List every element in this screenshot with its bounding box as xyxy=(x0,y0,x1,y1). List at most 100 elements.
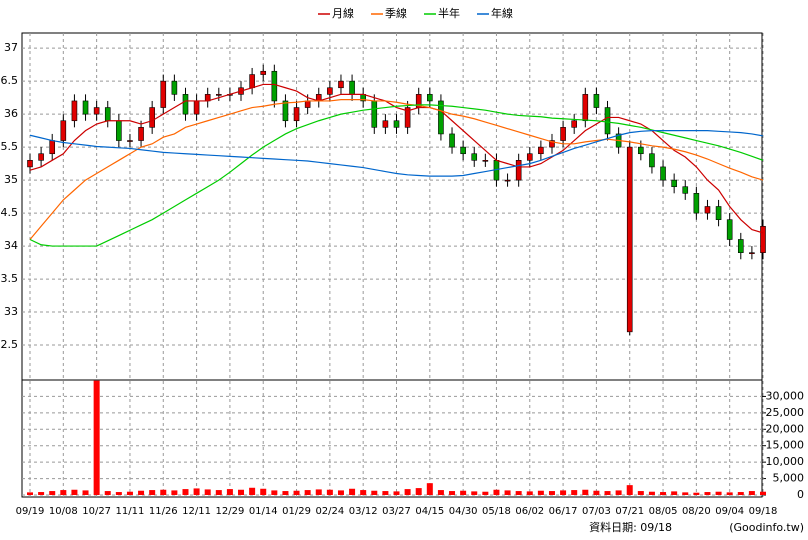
volume-bar xyxy=(349,488,356,495)
candle-body xyxy=(193,100,200,115)
volume-bar xyxy=(604,491,611,495)
x-tick-label: 05/18 xyxy=(482,506,511,517)
candle xyxy=(749,246,755,260)
candle xyxy=(737,232,744,260)
y-tick-label: 33 xyxy=(4,305,18,318)
candle xyxy=(182,87,189,121)
candle xyxy=(682,180,689,200)
candle xyxy=(460,140,466,161)
volume-bar xyxy=(49,491,56,495)
candle xyxy=(427,87,433,108)
volume-bar xyxy=(615,490,622,495)
candle xyxy=(127,133,133,148)
candle-body xyxy=(760,225,766,253)
volume-bar xyxy=(415,488,422,495)
candle xyxy=(160,74,167,115)
y2-tick-label: 10,000 xyxy=(766,455,805,468)
volume-bar xyxy=(482,491,489,495)
volume-bar xyxy=(226,489,233,495)
volume-bar xyxy=(249,487,256,495)
candle xyxy=(471,147,478,167)
y-tick-label: 35 xyxy=(4,173,18,186)
volume-bar xyxy=(748,491,755,495)
volume-bar xyxy=(60,490,67,495)
x-tick-label: 08/20 xyxy=(682,506,711,517)
candle xyxy=(660,160,666,187)
volume-bar xyxy=(471,491,478,495)
volume-bar xyxy=(382,491,389,495)
volume-bar xyxy=(204,489,211,495)
candle-body xyxy=(149,107,155,128)
volume-bar xyxy=(260,488,267,495)
candle-body xyxy=(349,80,355,95)
candle-body xyxy=(582,94,589,122)
candle-body xyxy=(82,100,89,115)
candle-body xyxy=(249,74,255,89)
candle xyxy=(71,94,78,128)
candle-body xyxy=(382,120,389,128)
x-tick-label: 01/14 xyxy=(249,506,278,517)
candle xyxy=(260,64,267,82)
candle xyxy=(338,74,344,95)
volume-bar xyxy=(293,490,300,495)
ma-line xyxy=(29,83,764,234)
candle-body xyxy=(304,100,311,108)
y-tick-label: 5.5 xyxy=(1,140,19,153)
candle xyxy=(515,153,522,187)
candle-body xyxy=(704,206,711,214)
candle-body xyxy=(560,127,566,141)
volume-bar xyxy=(637,491,644,495)
candle xyxy=(504,173,511,187)
candle-body xyxy=(660,166,666,181)
volume-bar xyxy=(71,489,78,495)
candle-body xyxy=(471,153,478,161)
candle xyxy=(760,219,766,260)
x-tick-label: 09/04 xyxy=(715,506,744,517)
y-tick-label: 3.5 xyxy=(1,272,19,285)
volume-bar xyxy=(326,489,333,495)
candle-body xyxy=(71,100,78,122)
volume-bar xyxy=(504,490,511,495)
candle-body xyxy=(638,146,644,155)
x-tick-label: 03/12 xyxy=(349,506,378,517)
y-tick-label: 2.5 xyxy=(1,338,19,351)
candle-body xyxy=(216,94,222,96)
volume-bar xyxy=(271,490,278,495)
volume-bar xyxy=(726,492,733,495)
candle xyxy=(560,120,566,148)
candle-body xyxy=(38,153,44,161)
ma-line xyxy=(29,104,764,247)
candle-body xyxy=(715,206,722,220)
candle-body xyxy=(27,160,33,168)
volume-bar xyxy=(715,491,722,495)
x-tick-label: 03/27 xyxy=(382,506,411,517)
candle-body xyxy=(338,80,344,89)
volume-bar xyxy=(760,491,766,495)
candle xyxy=(671,173,677,194)
legend-label: 月線 xyxy=(332,6,354,20)
candle xyxy=(704,199,711,220)
y2-tick-label: 25,000 xyxy=(766,406,805,419)
plot-frame xyxy=(21,32,763,498)
volume-bar xyxy=(182,489,189,495)
volume-bar xyxy=(238,489,245,495)
candle-body xyxy=(671,179,677,188)
volume-bar xyxy=(526,491,533,495)
candle-body xyxy=(404,107,411,128)
candle-body xyxy=(538,146,544,155)
x-tick-label: 04/30 xyxy=(449,506,478,517)
volume-bar xyxy=(115,492,122,495)
legend-label: 季線 xyxy=(385,6,407,20)
volume-bar xyxy=(737,492,744,495)
x-tick-label: 01/29 xyxy=(282,506,311,517)
candle xyxy=(404,100,411,134)
x-tick-label: 06/17 xyxy=(549,506,578,517)
x-tick-label: 11/11 xyxy=(116,506,145,517)
candle-body xyxy=(504,179,511,182)
candle-body xyxy=(438,100,444,135)
candle-body xyxy=(282,100,289,122)
candle xyxy=(138,120,144,148)
volume-bar xyxy=(460,490,467,495)
candle-body xyxy=(393,120,400,128)
